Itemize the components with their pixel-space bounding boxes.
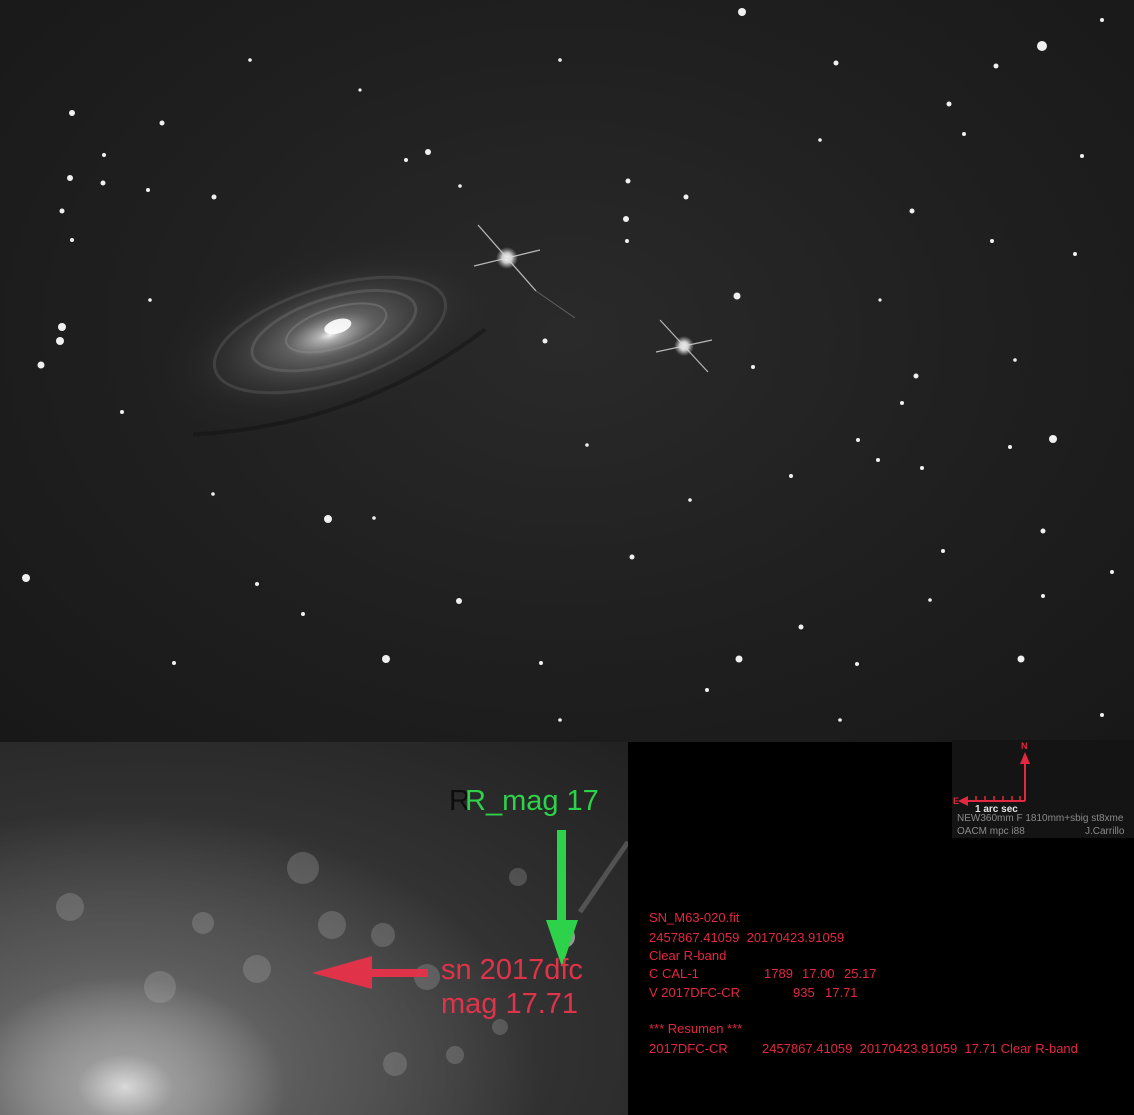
star-field-image [0,0,1134,742]
north-label: N [1021,741,1028,751]
reference-arrow [546,830,578,967]
comp-star-mag: 17.00 [802,966,835,981]
comp-star-zp: 25.17 [844,966,877,981]
summary-values: 2457867.41059 20170423.91059 17.71 Clear… [762,1041,1078,1056]
supernova-arrow [312,956,428,989]
comp-star-counts: 1789 [764,966,793,981]
photometry-filename: SN_M63-020.fit [649,910,740,925]
reference-star-shadow-label: R [449,785,470,817]
bright-star-2 [655,319,713,373]
star-field-svg [22,8,1114,722]
spiral-arm-knots [56,852,527,1076]
photometry-jd-date: 2457867.41059 20170423.91059 [649,930,845,945]
scale-orientation-box [952,740,1134,838]
comp-star-label: C CAL-1 [649,966,699,981]
var-star-mag: 17.71 [825,985,858,1000]
bright-star-1 [473,224,576,319]
summary-header: *** Resumen *** [649,1021,743,1036]
summary-object: 2017DFC-CR [649,1041,728,1056]
reference-star-label: R_mag 17 [465,785,599,817]
observatory-info: OACM mpc i88 [957,826,1025,837]
supernova-mag-label: mag 17.71 [441,988,579,1020]
east-label: E [953,796,960,806]
telescope-info: NEW360mm F 1810mm+sbig st8xme [957,813,1124,824]
galaxy-m63 [146,232,514,438]
scale-bar-label: 1 arc sec [975,804,1018,815]
var-star-label: V 2017DFC-CR [649,985,741,1000]
var-star-counts: 935 [793,985,815,1000]
observer-name: J.Carrillo [1085,826,1125,837]
compass-svg [958,752,1030,806]
zoom-crop-svg [56,830,628,1076]
zoom-crop-image [0,742,628,1115]
photometry-filter: Clear R-band [649,948,727,963]
supernova-name-label: sn 2017dfc [441,954,583,986]
field-stars [22,8,1114,722]
